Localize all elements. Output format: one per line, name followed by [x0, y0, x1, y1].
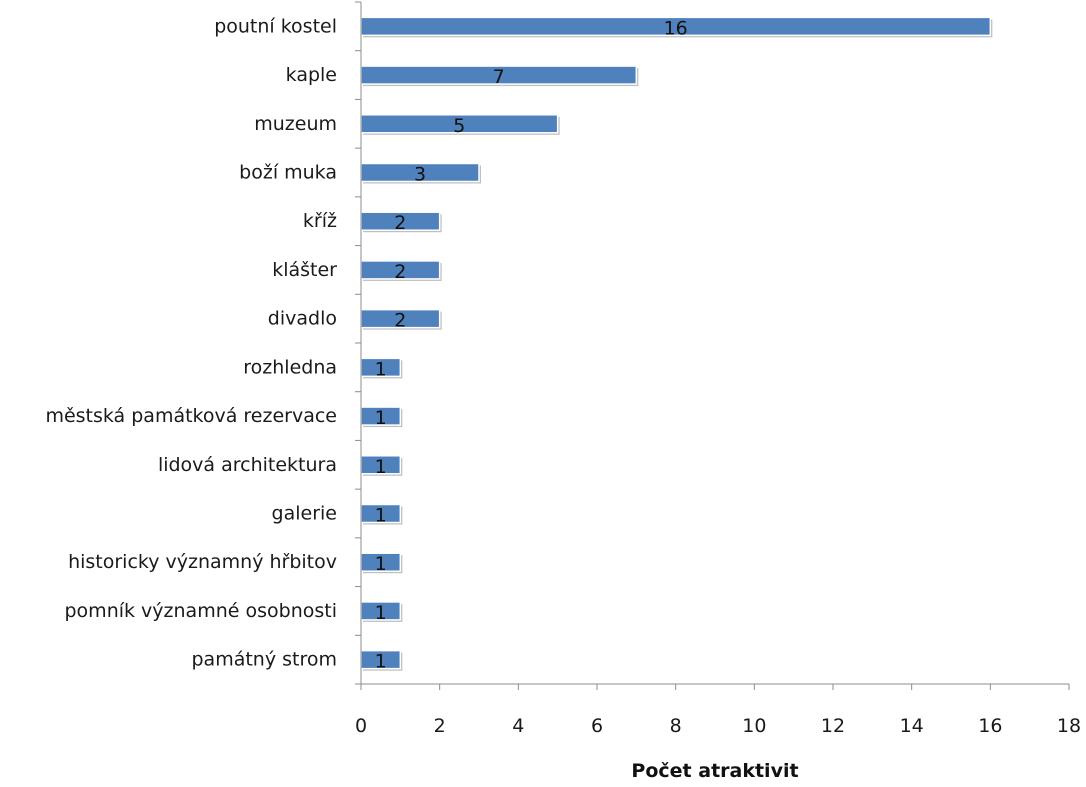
category-label: klášter — [272, 259, 337, 281]
x-tick-label: 16 — [978, 715, 1002, 737]
category-labels-group: poutní kostel kaple muzeum boží muka kříž klá… — [45, 15, 337, 670]
category-label: poutní kostel — [214, 15, 337, 37]
data-labels-group: 16 7 5 3 2 2 2 1 1 1 1 1 1 1 — [375, 17, 688, 672]
category-label: pomník významné osobnosti — [65, 600, 338, 622]
x-tick-label: 14 — [900, 715, 924, 737]
category-label: boží muka — [239, 162, 337, 184]
y-axis — [355, 1, 362, 685]
category-label: galerie — [272, 503, 337, 525]
bars-group — [360, 16, 993, 671]
category-label: divadlo — [268, 308, 337, 330]
category-label: lidová architektura — [158, 454, 337, 476]
category-label: kaple — [286, 64, 337, 86]
x-tick-label: 4 — [512, 715, 524, 737]
category-label: městská památková rezervace — [45, 405, 337, 427]
x-axis-title: Počet atraktivit — [631, 760, 798, 782]
x-tick-label: 18 — [1057, 715, 1081, 737]
data-label: 16 — [664, 17, 688, 39]
data-label: 1 — [375, 505, 387, 527]
x-tick-label: 2 — [434, 715, 446, 737]
x-tick-label: 8 — [670, 715, 682, 737]
category-label: historicky významný hřbitov — [68, 551, 337, 573]
x-tick-label: 6 — [591, 715, 603, 737]
data-label: 2 — [394, 261, 406, 283]
x-tick-label: 10 — [742, 715, 766, 737]
data-label: 3 — [414, 164, 426, 186]
data-label: 2 — [394, 310, 406, 332]
category-label: muzeum — [254, 113, 337, 135]
x-tick-label: 0 — [355, 715, 367, 737]
data-label: 1 — [375, 407, 387, 429]
data-label: 7 — [493, 66, 505, 88]
data-label: 1 — [375, 456, 387, 478]
data-label: 1 — [375, 553, 387, 575]
data-label: 5 — [453, 115, 465, 137]
data-label: 1 — [375, 651, 387, 673]
category-label: rozhledna — [243, 356, 337, 378]
data-label: 2 — [394, 212, 406, 234]
x-tick-label: 12 — [821, 715, 845, 737]
data-label: 1 — [375, 602, 387, 624]
data-label: 1 — [375, 358, 387, 380]
category-label: kříž — [303, 210, 337, 232]
category-label: památný strom — [191, 649, 337, 671]
x-axis: 0 2 4 6 8 10 12 14 16 18 — [355, 683, 1081, 737]
